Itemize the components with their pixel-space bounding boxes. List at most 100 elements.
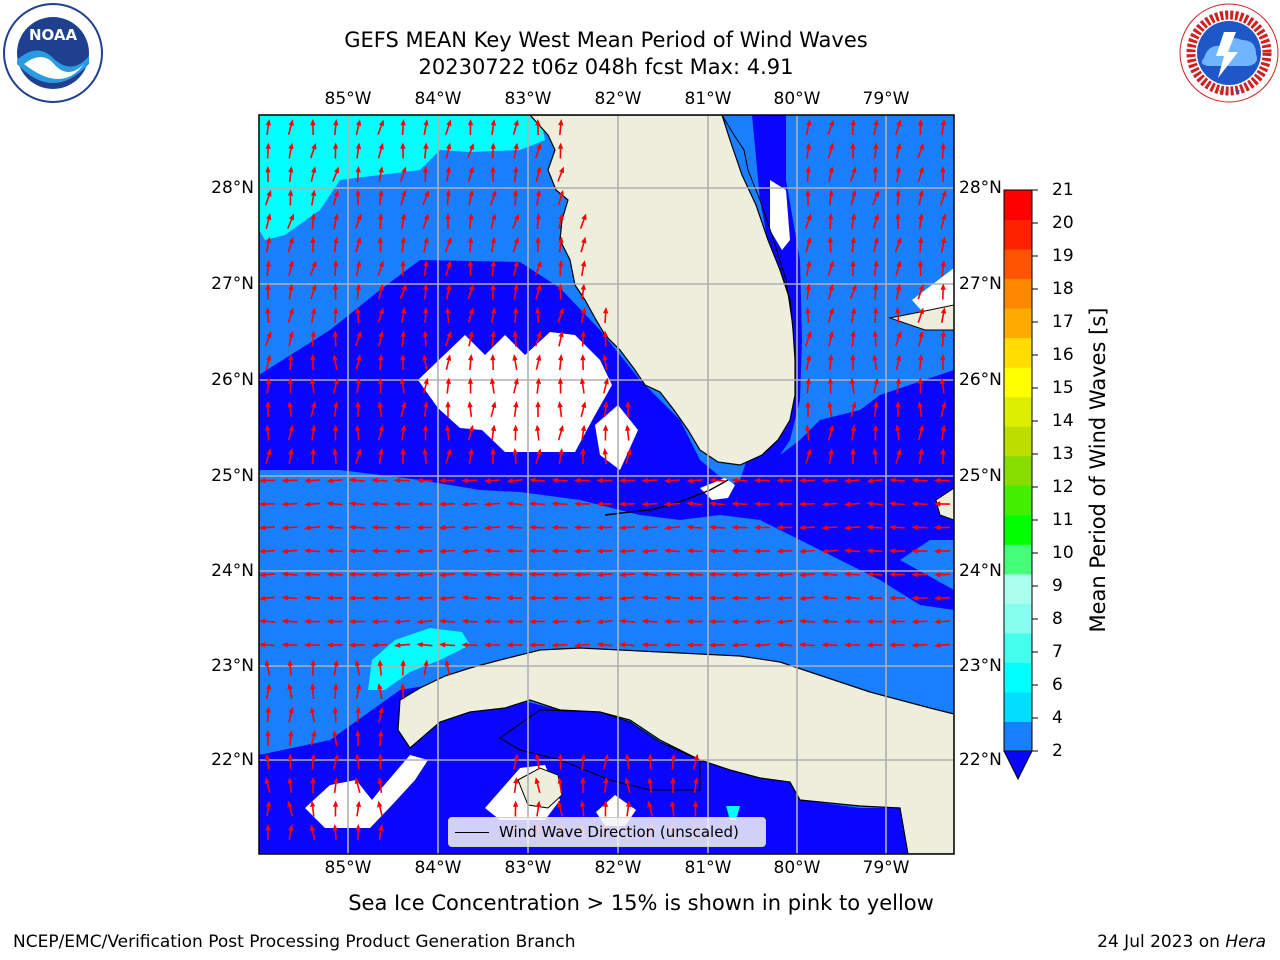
wind-arrow-head (355, 401, 361, 408)
wind-arrow-head (490, 330, 496, 337)
wind-arrow-head (641, 477, 648, 484)
wind-arrow-head (851, 166, 857, 174)
wind-arrow-head (304, 595, 311, 601)
wind-arrow-head (265, 424, 271, 431)
wind-arrow-head (281, 548, 288, 554)
wind-arrow-head (423, 659, 429, 667)
wind-arrow-head (940, 236, 947, 244)
footer-date-text: 24 Jul 2023 on (1097, 932, 1226, 952)
colorbar-frame (1003, 189, 1033, 752)
wind-arrow-head (558, 354, 564, 361)
colorbar-segment (1004, 367, 1032, 398)
wind-arrow-head (557, 283, 564, 290)
wind-arrow-head (844, 571, 851, 577)
wind-arrow-head (664, 525, 671, 531)
wind-arrow-head (873, 377, 879, 385)
wind-arrow-head (919, 143, 924, 150)
wind-arrow-head (513, 283, 519, 291)
footer-branch: NCEP/EMC/Verification Post Processing Pr… (13, 932, 576, 952)
colorbar-segment (1004, 190, 1032, 221)
wind-arrow-head (265, 307, 271, 314)
wind-arrow-head (602, 330, 608, 337)
wind-arrow-head (574, 571, 581, 578)
wind-arrow-head (805, 307, 811, 314)
wind-arrow-head (596, 524, 603, 531)
wind-arrow-head (625, 800, 632, 808)
wind-arrow-head (400, 236, 406, 243)
wind-arrow-head (664, 548, 671, 554)
wind-arrow-head (401, 166, 407, 174)
wind-arrow-head (377, 777, 383, 784)
wind-arrow-head (873, 283, 879, 290)
lat-label-left: 24°N (211, 561, 254, 581)
wind-arrow-head (259, 595, 266, 601)
wind-arrow-head (378, 448, 384, 455)
wind-arrow-head (484, 501, 491, 507)
wind-arrow-head (310, 330, 316, 337)
colorbar-tick-label: 14 (1052, 411, 1074, 431)
wind-arrow-head (288, 166, 294, 173)
wind-arrow-head (850, 448, 856, 455)
wind-arrow-head (641, 642, 648, 648)
wind-arrow-head (535, 307, 541, 314)
wind-arrow-head (799, 548, 806, 554)
colorbar-tick-label: 20 (1052, 213, 1074, 233)
wind-arrow-head (371, 524, 378, 531)
wind-arrow-head (776, 548, 783, 554)
wind-arrow-head (288, 424, 294, 432)
wind-arrow-head (468, 189, 474, 197)
wind-arrow-head (934, 571, 941, 578)
wind-arrow-head (400, 330, 406, 337)
wind-arrow-head (896, 237, 902, 244)
wind-arrow-head (624, 777, 630, 784)
wind-arrow-head (686, 642, 693, 648)
wind-arrow-head (490, 307, 497, 314)
wind-arrow-head (529, 524, 536, 530)
wind-arrow-head (558, 260, 564, 267)
wind-arrow-head (439, 525, 446, 531)
wind-arrow-head (469, 143, 474, 150)
wind-arrow-head (580, 777, 586, 784)
wind-arrow-head (574, 642, 581, 648)
wind-arrow-head (484, 548, 491, 554)
wind-arrow-head (309, 706, 316, 714)
wind-arrow-head (446, 354, 452, 361)
wind-arrow-head (332, 354, 338, 361)
colorbar-segment (1004, 396, 1032, 427)
wind-arrow-head (264, 777, 270, 784)
lon-label-bottom: 83°W (504, 858, 552, 878)
florida-barrier-islands (721, 115, 793, 321)
wind-arrow-head (619, 525, 626, 531)
wind-arrow-head (536, 143, 542, 150)
wind-arrow-head (873, 401, 879, 408)
wind-arrow-head (439, 618, 446, 624)
wind-arrow-head (821, 595, 828, 601)
wind-arrow-head (551, 548, 558, 554)
colorbar-segment (1004, 514, 1032, 545)
wind-arrow-head (265, 166, 271, 173)
wind-arrow-head (934, 619, 941, 625)
wind-arrow-head (349, 477, 356, 483)
colorbar-segment (1004, 691, 1032, 722)
wind-arrow-head (557, 142, 564, 149)
wind-arrow-head (580, 424, 587, 432)
wind-arrow-head (805, 142, 812, 150)
wind-arrow-head (422, 354, 428, 361)
wind-arrow-head (490, 448, 496, 455)
wind-arrow-head (692, 800, 699, 807)
wind-arrow-head (776, 524, 783, 531)
wind-arrow-head (349, 548, 356, 554)
wind-arrow-head (400, 448, 406, 455)
wind-arrow-head (828, 142, 834, 150)
wind-arrow-head (311, 166, 317, 173)
wind-arrow-head (310, 213, 316, 220)
wind-arrow-head (377, 236, 384, 243)
wind-arrow-head (333, 377, 339, 385)
wind-arrow-head (828, 283, 834, 291)
wind-arrow-head (416, 548, 423, 554)
wind-arrow-head (394, 501, 401, 507)
wind-arrow-head (266, 213, 272, 220)
colorbar-tick-label: 12 (1052, 477, 1074, 497)
wind-arrow-head (754, 524, 761, 531)
wind-arrow-head (551, 524, 558, 531)
